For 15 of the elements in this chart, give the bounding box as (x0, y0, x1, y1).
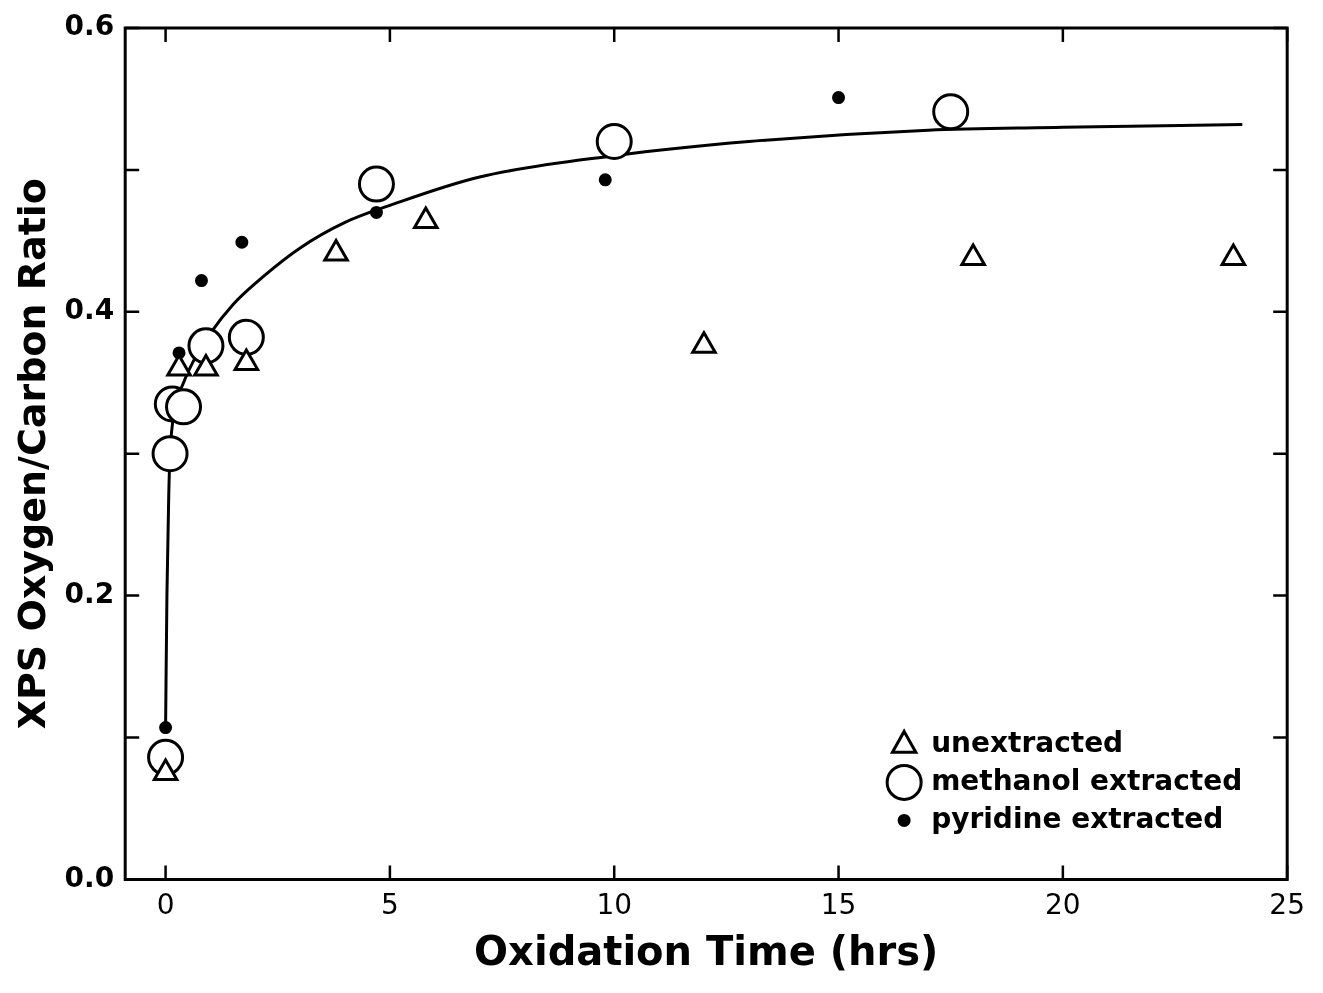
y-axis-title: XPS Oxygen/Carbon Ratio (9, 178, 54, 730)
x-tick-label: 15 (820, 888, 857, 922)
legend-label: methanol extracted (931, 763, 1243, 797)
y-tick-label: 0.2 (64, 576, 115, 610)
x-axis-title: Oxidation Time (hrs) (474, 928, 939, 975)
legend-label: unextracted (931, 725, 1124, 759)
y-tick-label: 0.4 (64, 293, 115, 327)
x-tick-label: 5 (380, 888, 399, 922)
legend-label: pyridine extracted (931, 801, 1224, 835)
y-tick-label: 0.0 (64, 860, 115, 894)
x-tick-label: 0 (156, 888, 175, 922)
x-tick-label: 10 (596, 888, 633, 922)
x-tick-label: 20 (1045, 888, 1081, 922)
x-tick-label: 25 (1269, 888, 1306, 922)
y-tick-label: 0.6 (64, 9, 115, 43)
